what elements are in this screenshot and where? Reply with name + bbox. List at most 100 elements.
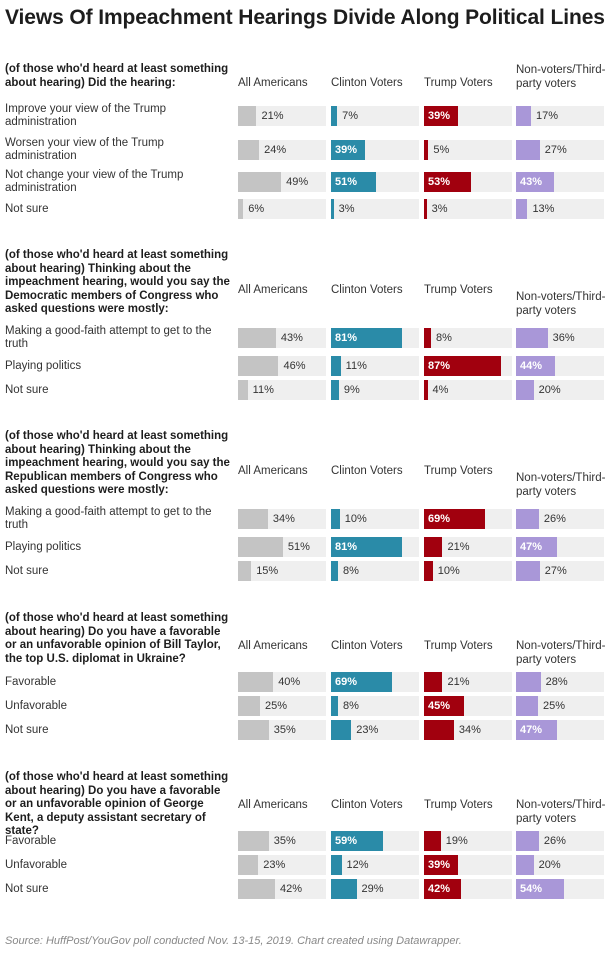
bar-track-non-voters: 36% (516, 328, 604, 348)
bar-non-voters (516, 855, 534, 875)
bar-trump-voters (424, 356, 501, 376)
bar-track-non-voters: 44% (516, 356, 604, 376)
bar-track-trump-voters: 21% (424, 672, 512, 692)
bar-track-clinton-voters: 59% (331, 831, 419, 851)
bar-track-all-americans: 25% (238, 696, 326, 716)
bar-non-voters (516, 672, 541, 692)
bar-track-non-voters: 47% (516, 537, 604, 557)
data-label: 6% (248, 203, 265, 215)
bar-track-non-voters: 54% (516, 879, 604, 899)
bar-non-voters (516, 720, 558, 740)
bar-clinton-voters (331, 172, 376, 192)
data-label: 54% (520, 883, 543, 895)
row-label: Making a good-faith attempt to get to th… (5, 506, 212, 531)
data-label: 10% (344, 513, 367, 525)
data-label: 43% (280, 332, 303, 344)
bar-clinton-voters (331, 380, 339, 400)
data-label: 45% (428, 700, 451, 712)
data-label: 28% (545, 676, 568, 688)
bar-track-clinton-voters: 8% (331, 561, 419, 581)
bar-track-clinton-voters: 39% (331, 140, 419, 160)
bar-non-voters (516, 831, 539, 851)
column-header-non-voters: Non-voters/Third-party voters (516, 291, 606, 317)
data-label: 4% (432, 384, 449, 396)
bar-trump-voters (424, 172, 471, 192)
data-label: 15% (256, 565, 279, 577)
bar-all-americans (238, 879, 275, 899)
row-label: Improve your view of the Trump administr… (5, 103, 167, 128)
bar-track-clinton-voters: 11% (331, 356, 419, 376)
data-label: 3% (431, 203, 448, 215)
bar-all-americans (238, 561, 252, 581)
data-label: 25% (543, 700, 566, 712)
data-label: 36% (552, 332, 575, 344)
bar-track-non-voters: 47% (516, 720, 604, 740)
data-label: 26% (543, 835, 566, 847)
data-label: 29% (361, 883, 384, 895)
data-label: 13% (532, 203, 555, 215)
bar-track-all-americans: 15% (238, 561, 326, 581)
bar-track-clinton-voters: 81% (331, 328, 419, 348)
bar-track-all-americans: 34% (238, 509, 326, 529)
bar-track-trump-voters: 87% (424, 356, 512, 376)
data-label: 40% (278, 676, 301, 688)
data-label: 34% (272, 513, 295, 525)
data-label: 43% (520, 176, 543, 188)
bar-track-all-americans: 49% (238, 172, 326, 192)
bar-track-non-voters: 26% (516, 831, 604, 851)
data-label: 21% (447, 676, 470, 688)
data-label: 11% (252, 384, 274, 396)
bar-track-trump-voters: 8% (424, 328, 512, 348)
data-label: 81% (335, 541, 358, 553)
bar-track-all-americans: 46% (238, 356, 326, 376)
bar-trump-voters (424, 696, 464, 716)
column-header-non-voters: Non-voters/Third-party voters (516, 799, 606, 825)
data-label: 81% (335, 332, 358, 344)
column-header-all-americans: All Americans (238, 283, 308, 296)
bar-track-all-americans: 51% (238, 537, 326, 557)
bar-track-clinton-voters: 29% (331, 879, 419, 899)
bar-track-trump-voters: 4% (424, 380, 512, 400)
bar-track-non-voters: 20% (516, 380, 604, 400)
bar-track-trump-voters: 45% (424, 696, 512, 716)
row-label: Making a good-faith attempt to get to th… (5, 325, 212, 350)
row-label: Unfavorable (5, 858, 68, 871)
data-label: 42% (279, 883, 302, 895)
column-header-all-americans: All Americans (238, 464, 308, 477)
bar-trump-voters (424, 831, 441, 851)
question-text: (of those who'd heard at least something… (5, 771, 229, 837)
data-label: 23% (356, 724, 379, 736)
column-header-trump-voters: Trump Voters (424, 283, 493, 296)
bar-all-americans (238, 672, 274, 692)
bar-track-non-voters: 28% (516, 672, 604, 692)
bar-non-voters (516, 356, 555, 376)
bar-all-americans (238, 140, 260, 160)
data-label: 69% (335, 676, 358, 688)
bar-track-non-voters: 17% (516, 106, 604, 126)
data-label: 23% (263, 859, 286, 871)
bar-all-americans (238, 199, 244, 219)
column-header-trump-voters: Trump Voters (424, 77, 493, 90)
bar-track-trump-voters: 19% (424, 831, 512, 851)
question-text: (of those who'd heard at least something… (5, 612, 229, 665)
data-label: 44% (520, 360, 543, 372)
data-label: 34% (458, 724, 481, 736)
bar-all-americans (238, 537, 283, 557)
bar-all-americans (238, 855, 259, 875)
bar-track-clinton-voters: 81% (331, 537, 419, 557)
data-label: 46% (283, 360, 306, 372)
data-label: 27% (544, 565, 567, 577)
column-header-all-americans: All Americans (238, 77, 308, 90)
row-label: Not sure (5, 723, 49, 736)
row-label: Playing politics (5, 359, 82, 372)
data-label: 39% (335, 144, 358, 156)
bar-track-trump-voters: 69% (424, 509, 512, 529)
bar-non-voters (516, 509, 539, 529)
bar-trump-voters (424, 537, 443, 557)
data-label: 35% (273, 835, 296, 847)
data-label: 51% (335, 176, 358, 188)
data-label: 21% (261, 110, 284, 122)
row-label: Not sure (5, 882, 49, 895)
bar-clinton-voters (331, 720, 352, 740)
